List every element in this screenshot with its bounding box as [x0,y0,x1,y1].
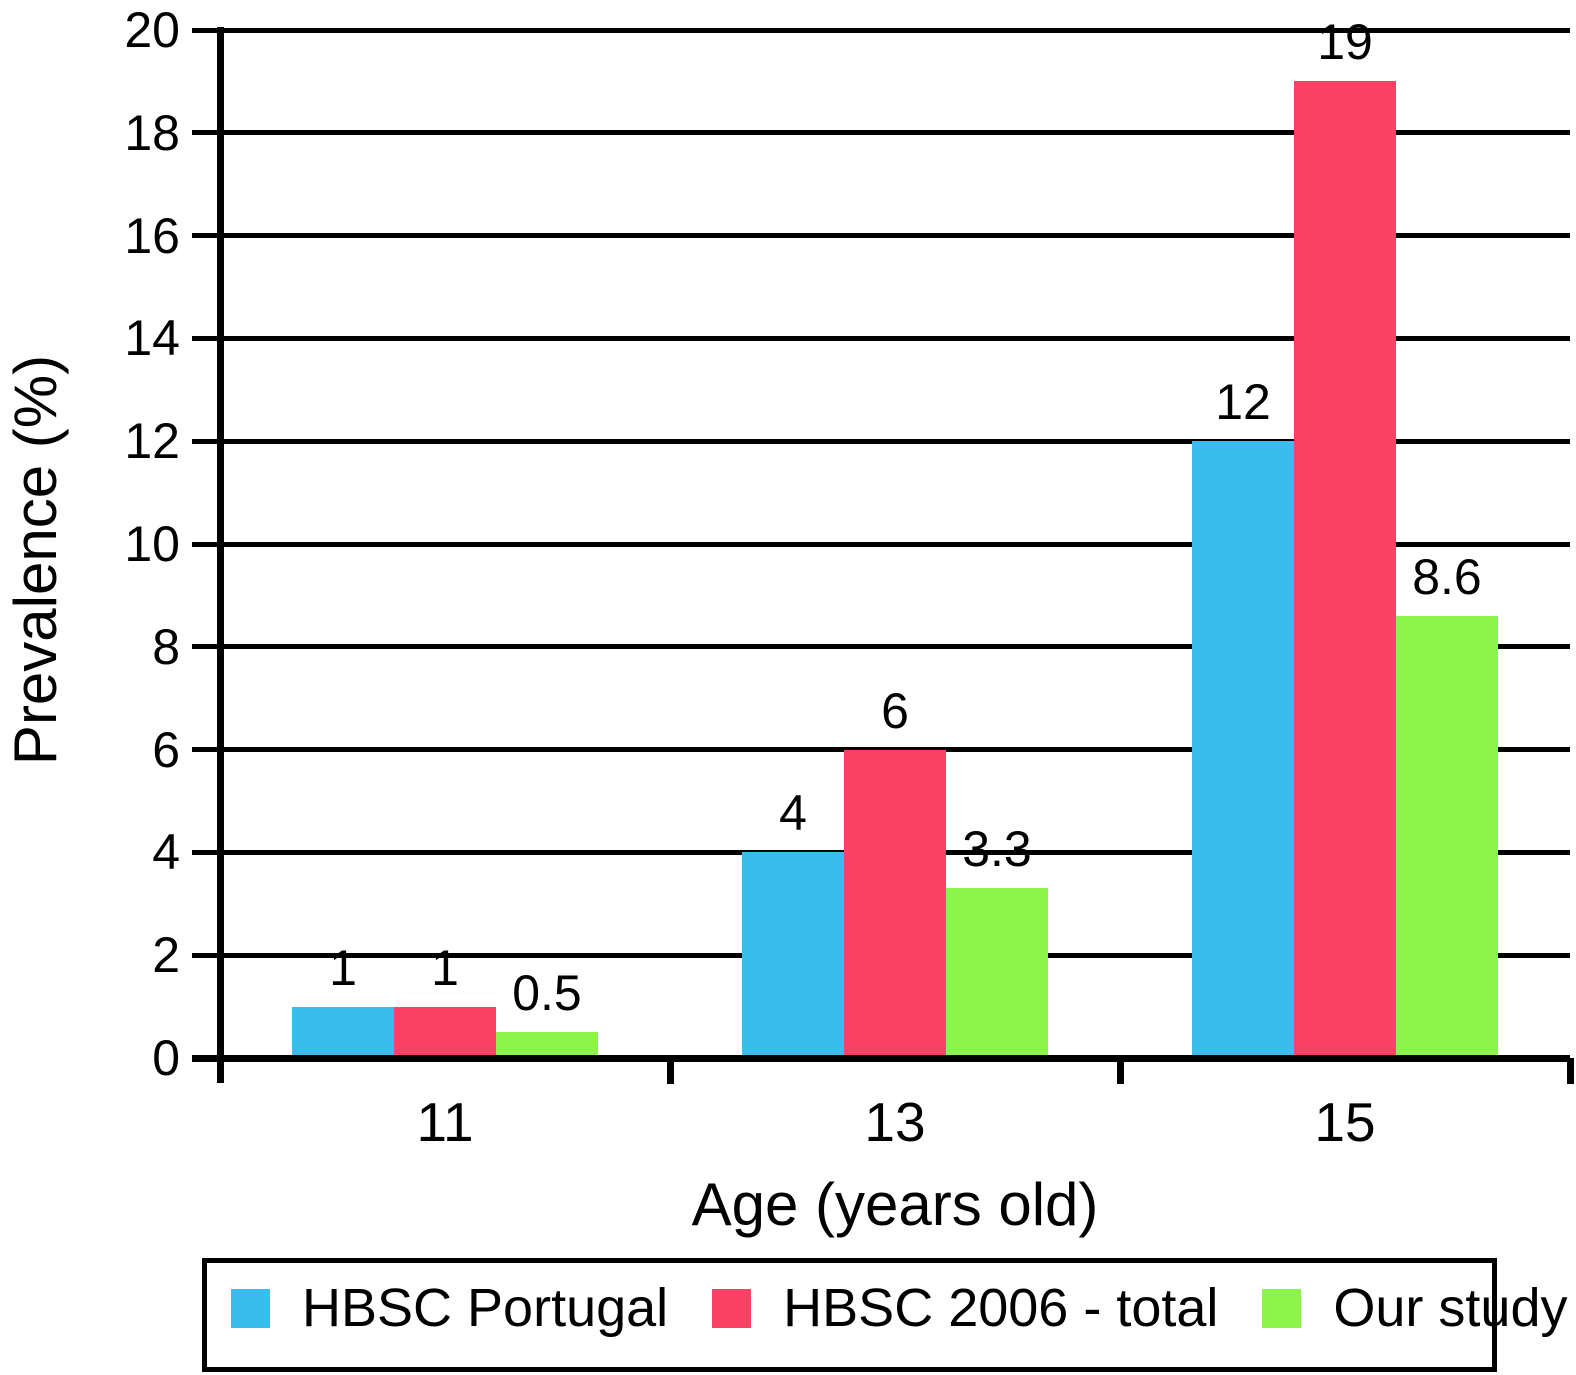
legend-swatch-icon [712,1288,752,1328]
x-axis-line [192,1054,1570,1062]
x-axis-title: Age (years old) [691,1171,1099,1238]
y-tick-label: 6 [152,721,180,778]
bar-value-label: 1 [329,939,357,996]
legend-label: HBSC Portugal [302,1278,669,1338]
gridline [192,644,1570,650]
bar-value-label: 0.5 [512,965,582,1022]
y-axis-line [216,27,224,1083]
gridline [192,233,1570,239]
legend-label: HBSC 2006 - total [783,1278,1219,1338]
legend-item: HBSC Portugal [231,1278,668,1338]
legend-item: Our study [1262,1278,1567,1338]
gridline [192,438,1570,444]
x-tick-label: 15 [1314,1091,1376,1153]
legend: HBSC Portugal HBSC 2006 - total Our study [202,1258,1567,1372]
x-axis-tick [1566,1058,1574,1084]
legend-swatch-icon [231,1288,270,1328]
bar-value-label: 19 [1317,14,1373,71]
bar-hbsc-portugal [1192,441,1294,1058]
y-tick-label: 8 [152,618,180,675]
legend-item: HBSC 2006 - total [712,1278,1218,1338]
bar-hbsc-2006-total [394,1006,496,1058]
bar-value-label: 12 [1215,374,1271,431]
bar-value-label: 3.3 [962,821,1032,878]
bar-our-study [946,888,1048,1058]
y-tick-label: 0 [152,1030,180,1086]
legend-swatch-icon [1262,1288,1302,1328]
bar-value-label: 1 [431,939,459,996]
y-tick-label: 20 [124,2,180,58]
x-tick-label: 13 [864,1091,926,1153]
gridline [192,541,1570,547]
bar-hbsc-portugal [292,1006,394,1058]
gridline [192,130,1570,136]
y-tick-label: 10 [124,516,180,572]
bar-value-label: 8.6 [1412,548,1482,605]
bar-our-study [496,1032,598,1058]
x-axis-tick [1116,1058,1124,1084]
x-tick-label: 11 [416,1091,474,1153]
x-axis-tick [666,1058,674,1084]
bar-value-label: 6 [881,682,909,739]
bar-value-label: 4 [779,785,807,842]
gridline [192,27,1570,33]
legend-label: Our study [1333,1278,1568,1338]
bar-our-study [1396,615,1498,1058]
y-tick-label: 12 [124,413,180,470]
y-tick-label: 18 [124,104,180,161]
y-tick-label: 16 [124,207,180,264]
gridline [192,335,1570,341]
y-tick-label: 4 [152,824,180,881]
y-tick-label: 2 [152,927,180,984]
bar-hbsc-2006-total [844,749,946,1058]
y-tick-label: 14 [124,310,180,367]
bar-hbsc-portugal [742,852,844,1058]
bar-hbsc-2006-total [1294,81,1396,1058]
